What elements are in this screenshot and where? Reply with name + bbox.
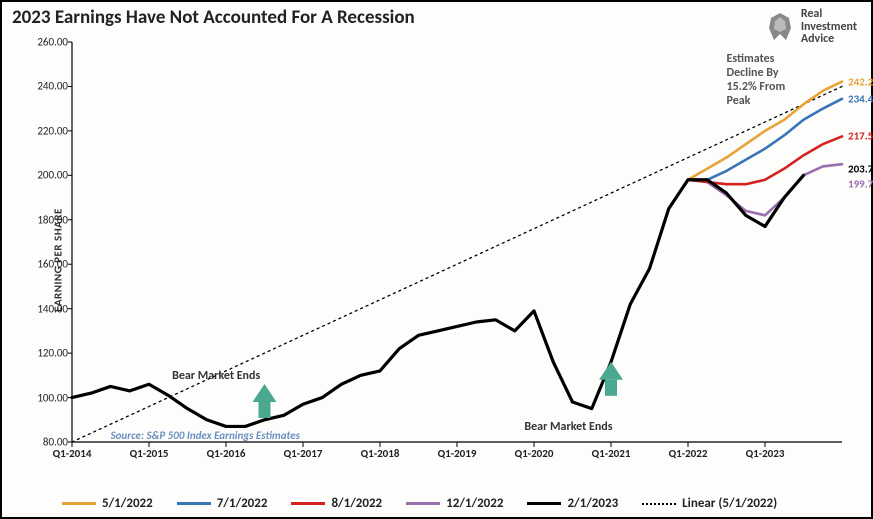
y-tick: 240.00: [28, 80, 68, 93]
annotation-estimates-decline: EstimatesDecline By15.2% FromPeak: [727, 53, 786, 108]
x-tick: Q1-2020: [515, 447, 554, 460]
x-tick: Q1-2014: [53, 447, 92, 460]
x-tick: Q1-2021: [592, 447, 631, 460]
legend-item: 7/1/2022: [177, 496, 268, 511]
legend: 5/1/2022 7/1/2022 8/1/2022 12/1/2022 2/1/202…: [62, 496, 861, 511]
x-tick: Q1-2018: [361, 447, 400, 460]
source-text: Source: S&P 500 Index Earnings Estimates: [111, 429, 301, 442]
x-tick: Q1-2015: [130, 447, 169, 460]
series-end-label-aug22: 217.52: [848, 130, 873, 143]
legend-item: 12/1/2022: [406, 496, 503, 511]
y-tick: 200.00: [28, 169, 68, 182]
annotation-bear-2: Bear Market Ends: [524, 420, 612, 434]
y-tick: 260.00: [28, 36, 68, 49]
series-end-label-jul22: 234.43: [848, 92, 873, 105]
x-tick: Q1-2016: [207, 447, 246, 460]
arrow-up-icon: [599, 362, 623, 396]
plot-area: 80.00100.00120.00140.00160.00180.00200.0…: [72, 42, 842, 442]
lion-icon: [767, 12, 793, 42]
series-end-label-dec22: 199.76: [848, 178, 873, 191]
y-tick: 180.00: [28, 213, 68, 226]
brand-logo: Real Investment Advice: [767, 8, 857, 46]
legend-item: 2/1/2023: [527, 496, 618, 511]
x-tick: Q1-2023: [746, 447, 785, 460]
y-tick: 120.00: [28, 347, 68, 360]
series-end-label-may22: 242.21: [848, 75, 873, 88]
legend-item: 5/1/2022: [62, 496, 153, 511]
arrow-up-icon: [253, 384, 277, 418]
annotation-bear-1: Bear Market Ends: [172, 369, 260, 383]
y-tick: 140.00: [28, 302, 68, 315]
brand-text: Real Investment Advice: [801, 8, 857, 46]
chart-frame: 2023 Earnings Have Not Accounted For A R…: [0, 0, 873, 519]
chart-title: 2023 Earnings Have Not Accounted For A R…: [12, 6, 415, 29]
y-tick: 160.00: [28, 258, 68, 271]
y-tick: 100.00: [28, 391, 68, 404]
x-tick: Q1-2017: [284, 447, 323, 460]
legend-item: 8/1/2022: [291, 496, 382, 511]
y-tick: 220.00: [28, 124, 68, 137]
x-tick: Q1-2022: [669, 447, 708, 460]
series-end-label-actual: 203.75: [848, 162, 873, 175]
x-tick: Q1-2019: [438, 447, 477, 460]
legend-item: Linear (5/1/2022): [642, 496, 777, 511]
